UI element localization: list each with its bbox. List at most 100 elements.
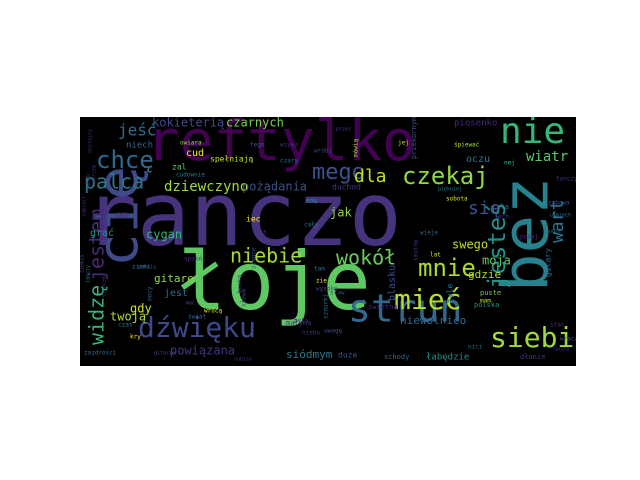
word-blasku: blasku — [387, 265, 398, 301]
word-jesteś: jesteś — [483, 202, 511, 289]
word-wraca: wraca — [560, 336, 576, 343]
word-śpiewać: śpiewać — [454, 142, 480, 149]
word-bez: bez — [490, 176, 564, 292]
word-słowa: słowa — [241, 289, 248, 307]
word-wokół: wokół — [336, 246, 396, 270]
word-kokieterią: kokieterią — [152, 117, 224, 130]
word-piosenko: piosenko — [454, 119, 497, 129]
word-cloud: ranczo łoje reftylko bez cię strun nie mieć dźwi… — [80, 117, 576, 366]
word-zabawa: zabawa — [548, 200, 570, 207]
word-twoją: twoją — [110, 310, 146, 324]
word-czary: czary — [280, 158, 298, 165]
word-wzywa: wzywa — [280, 142, 298, 149]
word-palca: palca — [84, 170, 144, 194]
word-dziewczyno: dziewczyno — [164, 179, 248, 195]
word-mnę: mnę — [306, 198, 317, 205]
word-ranczo: ranczo — [84, 163, 402, 266]
word-am: am — [116, 210, 128, 221]
word-pożądania: pożądania — [242, 180, 307, 194]
word-czas: czas — [118, 322, 133, 329]
word-bosko: bosko — [237, 275, 244, 293]
word-gitary: gitary — [544, 248, 553, 277]
word-łabędzie: łabędzie — [426, 353, 469, 363]
word-siódmym: siódmym — [286, 348, 333, 361]
word-mego: mego — [312, 160, 365, 185]
word-piękniej: piękniej — [438, 187, 462, 193]
word-cała: cała — [492, 203, 509, 211]
word-duże: duże — [338, 351, 357, 360]
word-niebo: niebo — [302, 330, 320, 337]
word-moc: moc — [186, 301, 195, 307]
word-ziemi: ziemi — [132, 264, 150, 271]
word-wart: wart — [547, 200, 568, 243]
word-jest: jest — [164, 288, 188, 299]
word-wysoko: wysoko — [316, 286, 338, 293]
word-przez: przez — [336, 127, 351, 133]
word-swego: swego — [452, 238, 488, 252]
word-jej: jej — [398, 140, 409, 147]
word-łoje: łoje — [178, 235, 371, 328]
word-mocy: mocy — [147, 286, 154, 301]
word-tam: tam — [314, 266, 325, 273]
word-ach: ach — [256, 230, 267, 237]
word-zal: zal — [172, 163, 187, 172]
word-mówią: mówią — [353, 139, 360, 157]
word-powiązana: powiązana — [170, 344, 235, 358]
word-słońce: słońce — [251, 247, 258, 269]
word-dla: dla — [354, 166, 387, 187]
word-duchod: duchod — [332, 183, 361, 192]
word-reftylko: reftylko — [146, 117, 416, 174]
word-czarnych: czarnych — [226, 117, 284, 130]
word-niewolnico: niewolnico — [400, 314, 466, 327]
word-gitarę: gitarę — [154, 272, 194, 285]
word-niebie: niebie — [230, 244, 302, 268]
word-cały: cały — [304, 222, 319, 229]
word-owiara: owiara — [180, 140, 202, 147]
word-tańczy: tańczy — [556, 176, 576, 183]
word-tego: tego — [250, 142, 265, 149]
word-mam: mam — [480, 298, 491, 305]
word-iec: iec — [246, 215, 261, 224]
word-oczu: oczu — [466, 154, 490, 165]
word-sercem: sercem — [92, 165, 98, 183]
word-ziemia: ziemia — [80, 255, 86, 273]
word-podaj: podaj — [520, 234, 538, 241]
word-pełnią: pełnią — [138, 265, 156, 271]
word-jak: jak — [330, 206, 352, 220]
word-wrócą: wrócą — [204, 308, 222, 315]
word-siebie: siebie — [490, 321, 576, 354]
word-puste: puste — [480, 289, 501, 297]
word-świat: świat — [188, 314, 206, 321]
word-subisz: subisz — [234, 357, 252, 363]
word-dostojny: dostojny — [88, 129, 94, 153]
word-schody: schody — [384, 353, 409, 361]
word-jeść: jeść — [118, 121, 157, 140]
word-zie: zie — [316, 278, 327, 285]
word-gdzie: gdzie — [468, 268, 501, 281]
word-uśmiech: uśmiech — [550, 212, 571, 219]
word-cudownie: cudownie — [176, 172, 205, 179]
word-smaku: smaku — [86, 174, 92, 189]
word-kry: kry — [130, 334, 141, 341]
word-sobota: sobota — [446, 196, 468, 203]
word-uwagę: uwagę — [324, 328, 342, 335]
word-ach: ach — [498, 214, 509, 221]
word-nej: nej — [504, 160, 515, 167]
word-małyna: małyna — [286, 319, 311, 327]
word-przekornymi: przekornymi — [410, 117, 418, 159]
word-cygan: cygan — [146, 228, 182, 242]
word-mieć: mieć — [394, 283, 461, 316]
word-moja: moja — [482, 254, 511, 268]
word-tyle: tyle — [446, 284, 455, 303]
word-widzę: widzę — [85, 285, 109, 345]
word-słońcem: słońcem — [101, 276, 108, 297]
word-chcę: chcę — [96, 146, 154, 174]
word-gitarze: gitarze — [154, 351, 175, 357]
word-się: się — [468, 198, 501, 219]
word-niech: niech — [126, 141, 153, 151]
word-smutny: smutny — [413, 239, 420, 261]
word-czekaj: czekaj — [402, 162, 489, 190]
word-nici: nici — [468, 344, 483, 351]
